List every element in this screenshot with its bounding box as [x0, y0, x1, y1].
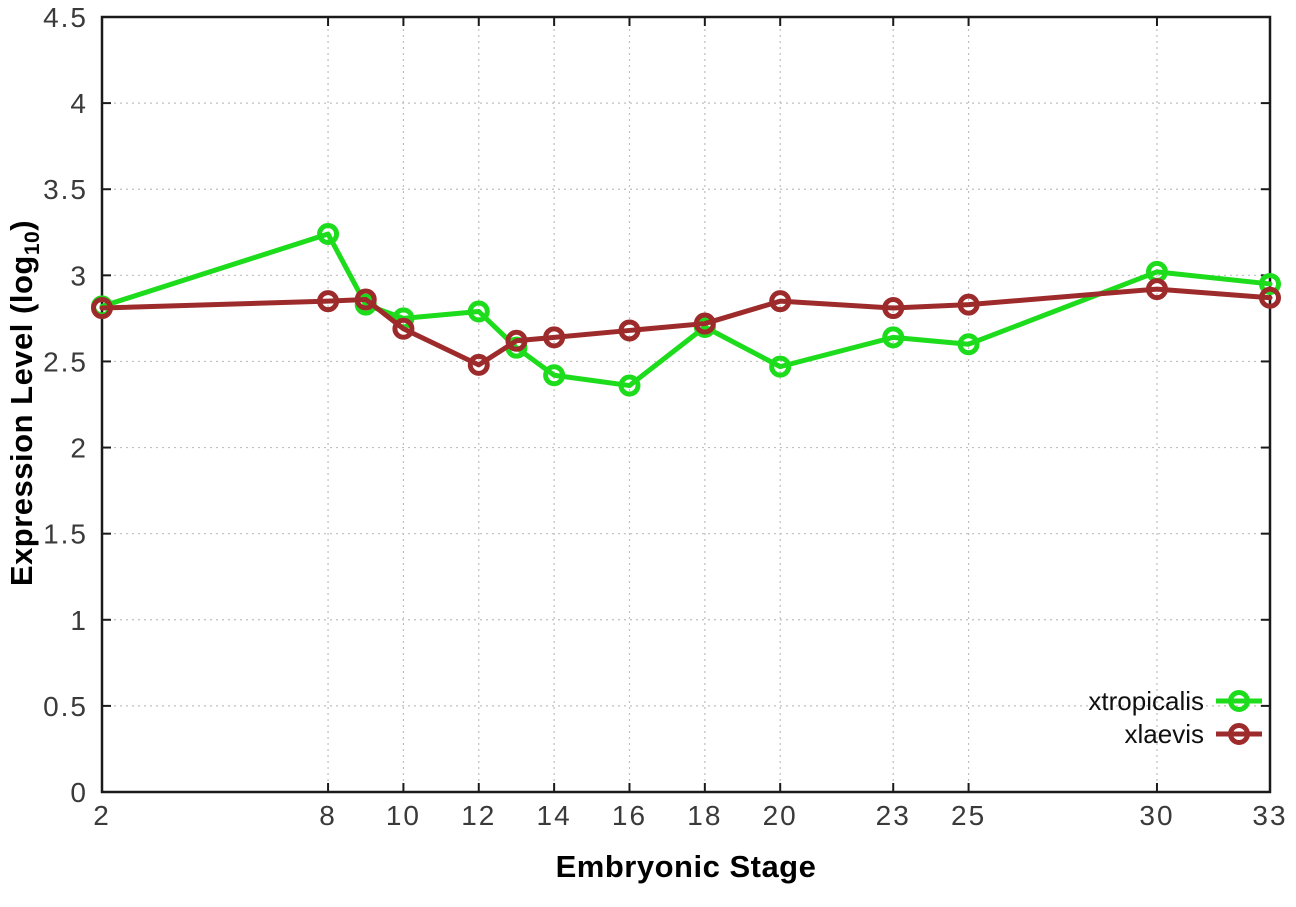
x-tick-label: 2 [93, 800, 111, 831]
y-tick-label: 4 [70, 88, 88, 119]
data-point-xlaevis [1259, 286, 1281, 309]
data-point-xtropicalis [769, 355, 792, 378]
data-point-xlaevis [882, 297, 905, 320]
x-tick-label: 33 [1252, 800, 1287, 831]
data-point-xtropicalis [882, 326, 905, 349]
data-point-xtropicalis [317, 223, 340, 245]
data-point-xlaevis [392, 317, 415, 340]
y-axis-title-close: ) [4, 219, 39, 231]
data-point-xlaevis [543, 326, 566, 349]
series-line-xlaevis [99, 286, 1273, 368]
data-point-xlaevis [91, 297, 113, 320]
x-axis-title: Embryonic Stage [555, 849, 817, 884]
data-point-xlaevis [317, 290, 340, 313]
legend-marker-xlaevis [1228, 723, 1250, 745]
x-tick-label: 20 [763, 800, 798, 831]
y-tick-label: 4.5 [43, 2, 88, 33]
y-axis-title-text: Expression Level (log [4, 255, 39, 587]
data-point-xtropicalis [957, 333, 980, 356]
data-point-xlaevis [354, 288, 377, 311]
x-tick-label: 10 [386, 800, 421, 831]
y-axis-title: Expression Level (log10) [4, 193, 44, 613]
data-point-xlaevis [618, 319, 641, 342]
data-point-xtropicalis [467, 300, 490, 323]
legend-label-xtropicalis: xtropicalis [1088, 686, 1204, 716]
x-tick-label: 18 [687, 800, 722, 831]
legend-marker-xtropicalis [1228, 690, 1250, 712]
y-tick-label: 2.5 [43, 346, 88, 377]
data-point-xlaevis [467, 353, 490, 376]
data-point-xlaevis [693, 312, 716, 335]
y-tick-label: 3 [70, 260, 88, 291]
y-tick-label: 0.5 [43, 691, 88, 722]
data-point-xtropicalis [1259, 272, 1281, 295]
y-tick-label: 2 [70, 433, 88, 464]
x-tick-label: 23 [876, 800, 911, 831]
plot-border [100, 15, 1272, 794]
series-line-xtropicalis [99, 231, 1273, 389]
y-axis-title-subscript: 10 [21, 230, 45, 256]
data-point-xlaevis [505, 329, 528, 352]
x-tick-label: 30 [1139, 800, 1174, 831]
y-tick-label: 1 [70, 605, 88, 636]
y-tick-label: 0 [70, 777, 88, 808]
x-tick-label: 16 [612, 800, 647, 831]
data-point-xlaevis [769, 290, 792, 313]
legend-label-xlaevis: xlaevis [1125, 719, 1204, 749]
x-tick-label: 8 [319, 800, 337, 831]
x-tick-label: 14 [537, 800, 572, 831]
data-point-xlaevis [1145, 278, 1168, 301]
x-tick-label: 12 [461, 800, 496, 831]
y-tick-label: 3.5 [43, 174, 88, 205]
data-point-xtropicalis [543, 364, 566, 387]
data-point-xlaevis [957, 293, 980, 316]
y-tick-label: 1.5 [43, 519, 88, 550]
data-point-xtropicalis [618, 374, 641, 397]
x-tick-label: 25 [951, 800, 986, 831]
